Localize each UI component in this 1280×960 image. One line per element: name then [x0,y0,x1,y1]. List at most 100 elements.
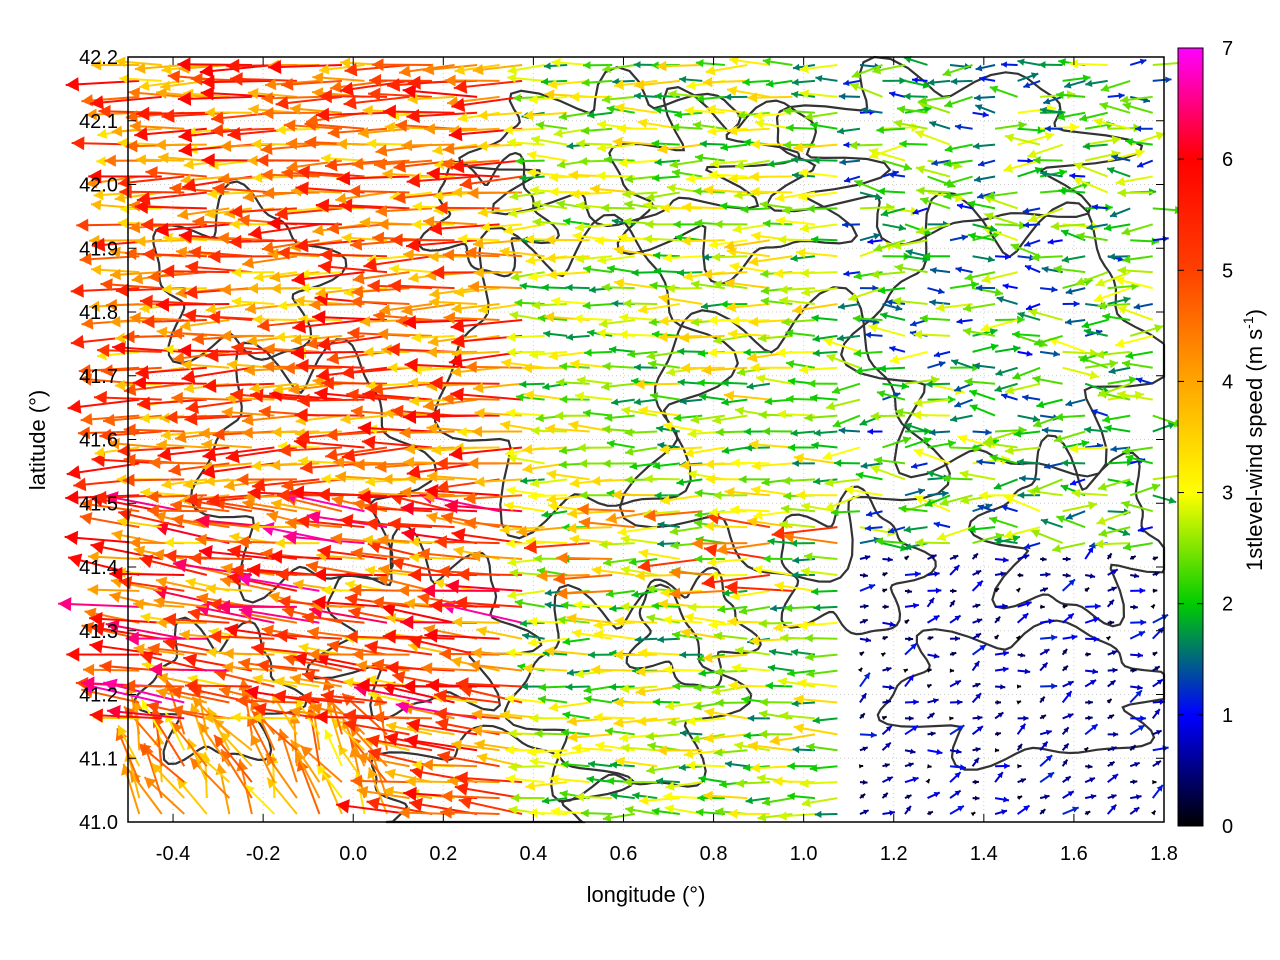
wind-vector-head [402,679,416,694]
wind-vector-head [698,775,707,783]
wind-vector [1152,626,1165,640]
wind-vector-head [343,708,357,723]
wind-vector-head [793,694,804,705]
wind-vector-head [1017,795,1023,801]
wind-vector-head [596,328,606,339]
wind-vector-head [1090,679,1097,686]
wind-vector-head [993,635,999,640]
wind-vector-head [275,537,285,549]
wind-vector [933,350,951,358]
wind-vector-head [1128,375,1138,385]
wind-vector-head [560,760,569,769]
wind-vector-head [147,642,160,656]
wind-vector-head [469,550,481,562]
wind-vector-head [569,534,580,545]
wind-vector [1105,635,1111,641]
wind-vector-head [208,629,222,644]
wind-vector [1085,699,1093,705]
wind-vector-head [439,647,452,661]
wind-vector-head [613,696,624,708]
wind-vector [1062,806,1080,815]
wind-vector-head [657,331,668,343]
wind-vector-head [929,299,937,307]
wind-vector-head [860,793,866,799]
wind-vector [950,635,961,642]
wind-vector-head [560,601,569,610]
wind-vector-head [365,565,376,576]
wind-vector [522,663,568,674]
wind-vector-head [930,554,937,560]
wind-vector [1040,286,1058,293]
wind-vector-head [646,765,655,775]
wind-vector [312,567,388,582]
wind-vector-head [577,443,586,453]
wind-vector [89,639,162,656]
wind-vector-head [110,576,123,589]
wind-vector [904,636,914,642]
wind-vector [1017,778,1027,784]
wind-vector [949,748,962,755]
wind-vector-head [691,734,700,744]
wind-vector-head [1022,613,1029,620]
wind-vector-head [1137,652,1144,659]
wind-vector-head [730,458,740,468]
wind-vector [855,471,883,481]
wind-vector-head [994,588,999,593]
contour-line [418,151,560,278]
wind-vector-head [665,781,675,791]
wind-vector [256,659,320,673]
wind-vector-head [1098,528,1108,538]
wind-vector-head [133,598,144,611]
wind-vector-head [782,476,791,486]
wind-vector-head [199,427,210,440]
wind-vector-head [250,734,262,747]
wind-vector [385,721,433,736]
wind-vector-head [805,652,814,662]
wind-vector [800,566,838,577]
wind-vector [455,677,523,691]
wind-vector-head [258,405,271,419]
wind-vector-head [1109,620,1115,626]
wind-vector [1016,684,1022,689]
wind-vector [778,811,815,821]
wind-vector-head [973,661,980,668]
wind-vector-head [306,510,321,525]
wind-vector-head [94,390,107,405]
wind-vector [971,757,980,767]
wind-vector-head [382,473,393,485]
wind-vector [864,331,883,339]
wind-vector-head [267,777,278,789]
wind-vector-head [522,663,533,674]
wind-vector [424,628,500,643]
wind-vector [528,808,568,818]
wind-vector-head [550,806,561,817]
wind-vector-head [747,740,759,752]
wind-vector-head [928,635,934,641]
wind-vector [847,287,883,302]
wind-vector [971,580,984,592]
wind-vector-head [593,619,603,630]
wind-vector-head [1117,265,1127,276]
wind-vector-head [401,527,416,542]
wind-vector [635,685,680,697]
wind-vector-head [171,704,184,718]
wind-vector-head [244,685,259,700]
wind-vector-head [356,785,369,798]
wind-vector [223,647,275,660]
wind-vector [1121,500,1154,513]
wind-vector [1129,724,1146,736]
wind-vector [936,526,973,542]
wind-vector [995,603,1008,610]
wind-vector-head [536,570,548,582]
wind-vector-head [624,428,633,437]
wind-vector [184,285,252,300]
wind-vector [625,805,658,816]
wind-vector-head [1097,482,1107,491]
wind-vector [669,526,703,536]
wind-vector-head [863,672,870,680]
wind-vector-head [372,710,385,724]
contour-line [133,616,308,766]
wind-vector [1107,568,1119,576]
wind-vector-head [1017,763,1022,769]
wind-vector-head [1016,700,1022,705]
